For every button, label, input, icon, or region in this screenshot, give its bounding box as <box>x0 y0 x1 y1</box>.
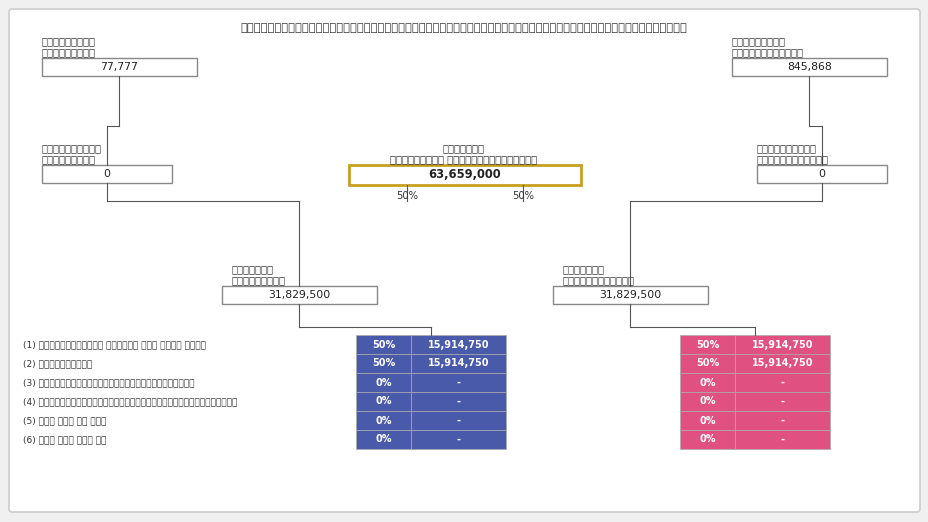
Text: -: - <box>780 397 783 407</box>
FancyBboxPatch shape <box>679 354 734 373</box>
FancyBboxPatch shape <box>222 286 377 304</box>
Text: 845,868: 845,868 <box>786 62 831 72</box>
FancyBboxPatch shape <box>410 335 506 354</box>
FancyBboxPatch shape <box>679 373 734 392</box>
FancyBboxPatch shape <box>734 430 829 449</box>
Text: 50%: 50% <box>695 339 718 350</box>
FancyBboxPatch shape <box>349 165 580 185</box>
FancyBboxPatch shape <box>410 392 506 411</box>
FancyBboxPatch shape <box>734 335 829 354</box>
Text: 0%: 0% <box>375 416 392 425</box>
Text: -: - <box>780 416 783 425</box>
FancyBboxPatch shape <box>734 354 829 373</box>
Text: -: - <box>456 377 460 387</box>
FancyBboxPatch shape <box>734 373 829 392</box>
Text: 77,777: 77,777 <box>100 62 138 72</box>
FancyBboxPatch shape <box>734 411 829 430</box>
Text: พินัยกรรม: พินัยกรรม <box>42 36 96 46</box>
FancyBboxPatch shape <box>734 392 829 411</box>
Text: คุณวิกรุด และคุณวิลาวัลย์: คุณวิกรุด และคุณวิลาวัลย์ <box>390 154 537 164</box>
Text: 50%: 50% <box>395 191 418 201</box>
Text: 0: 0 <box>103 169 110 179</box>
Text: (6) ลุง ป้า น้า อา: (6) ลุง ป้า น้า อา <box>23 435 107 444</box>
Text: 15,914,750: 15,914,750 <box>751 359 812 369</box>
Text: คุณวิกรุด: คุณวิกรุด <box>232 275 286 285</box>
FancyBboxPatch shape <box>679 335 734 354</box>
Text: (5) ปู่ ย่า ตา ยาย: (5) ปู่ ย่า ตา ยาย <box>23 416 107 425</box>
Text: 0%: 0% <box>699 434 715 445</box>
FancyBboxPatch shape <box>42 165 172 183</box>
Text: สินส่วนตัว: สินส่วนตัว <box>42 143 102 153</box>
FancyBboxPatch shape <box>355 411 410 430</box>
Text: 50%: 50% <box>371 359 394 369</box>
Text: -: - <box>456 416 460 425</box>
Text: 0%: 0% <box>375 377 392 387</box>
Text: 0%: 0% <box>375 397 392 407</box>
Text: 0%: 0% <box>699 416 715 425</box>
Text: สินสมรส: สินสมรส <box>443 143 484 153</box>
Text: 31,829,500: 31,829,500 <box>268 290 330 300</box>
Text: 15,914,750: 15,914,750 <box>427 359 489 369</box>
Text: กองมรดก: กองมรดก <box>232 264 274 274</box>
Text: 15,914,750: 15,914,750 <box>427 339 489 350</box>
Text: คุณวิลาวัลย์: คุณวิลาวัลย์ <box>756 154 828 164</box>
Text: 15,914,750: 15,914,750 <box>751 339 812 350</box>
FancyBboxPatch shape <box>355 392 410 411</box>
Text: สินส่วนตัว: สินส่วนตัว <box>756 143 816 153</box>
FancyBboxPatch shape <box>355 430 410 449</box>
Text: (3) พี่น้องร่วมภรรยามารดาเดียวกัน: (3) พี่น้องร่วมภรรยามารดาเดียวกัน <box>23 378 194 387</box>
FancyBboxPatch shape <box>355 354 410 373</box>
Text: ผังแบ่งทรัพย์มรดกกรณีที่คุณวิกรุดและคุณวิลาวัลย์เสียชีวิตพร้อมกัน: ผังแบ่งทรัพย์มรดกกรณีที่คุณวิกรุดและคุณว… <box>240 23 687 33</box>
Text: (1) ผู้รับสันดาน ที่คือ ลูก หรือ หลาน: (1) ผู้รับสันดาน ที่คือ ลูก หรือ หลาน <box>23 340 206 349</box>
FancyBboxPatch shape <box>410 411 506 430</box>
FancyBboxPatch shape <box>679 411 734 430</box>
FancyBboxPatch shape <box>410 373 506 392</box>
Text: คุณวิกรุด: คุณวิกรุด <box>42 47 96 57</box>
FancyBboxPatch shape <box>679 430 734 449</box>
FancyBboxPatch shape <box>42 58 197 76</box>
Text: (4) พี่น้องร่วมมารดาหรือร่วมมารดาเดียวกัน: (4) พี่น้องร่วมมารดาหรือร่วมมารดาเดียวกั… <box>23 397 238 406</box>
Text: (2) ภรรยามารดา: (2) ภรรยามารดา <box>23 359 92 368</box>
Text: 50%: 50% <box>371 339 394 350</box>
Text: 0%: 0% <box>699 397 715 407</box>
FancyBboxPatch shape <box>410 354 506 373</box>
Text: -: - <box>780 434 783 445</box>
Text: คุณวิกรุด: คุณวิกรุด <box>42 154 96 164</box>
Text: 0%: 0% <box>699 377 715 387</box>
Text: 31,829,500: 31,829,500 <box>599 290 661 300</box>
Text: คุณวิลาวัลย์: คุณวิลาวัลย์ <box>562 275 635 285</box>
Text: 0: 0 <box>818 169 825 179</box>
Text: 63,659,000: 63,659,000 <box>428 169 501 182</box>
FancyBboxPatch shape <box>731 58 886 76</box>
FancyBboxPatch shape <box>9 9 919 512</box>
FancyBboxPatch shape <box>355 335 410 354</box>
FancyBboxPatch shape <box>756 165 886 183</box>
FancyBboxPatch shape <box>355 373 410 392</box>
Text: 0%: 0% <box>375 434 392 445</box>
Text: พินัยกรรม: พินัยกรรม <box>731 36 785 46</box>
Text: กองมรดก: กองมรดก <box>562 264 604 274</box>
FancyBboxPatch shape <box>552 286 707 304</box>
Text: 50%: 50% <box>511 191 534 201</box>
Text: คุณวิลาวัลย์: คุณวิลาวัลย์ <box>731 47 803 57</box>
FancyBboxPatch shape <box>679 392 734 411</box>
Text: 50%: 50% <box>695 359 718 369</box>
Text: -: - <box>456 434 460 445</box>
FancyBboxPatch shape <box>410 430 506 449</box>
Text: -: - <box>456 397 460 407</box>
Text: -: - <box>780 377 783 387</box>
